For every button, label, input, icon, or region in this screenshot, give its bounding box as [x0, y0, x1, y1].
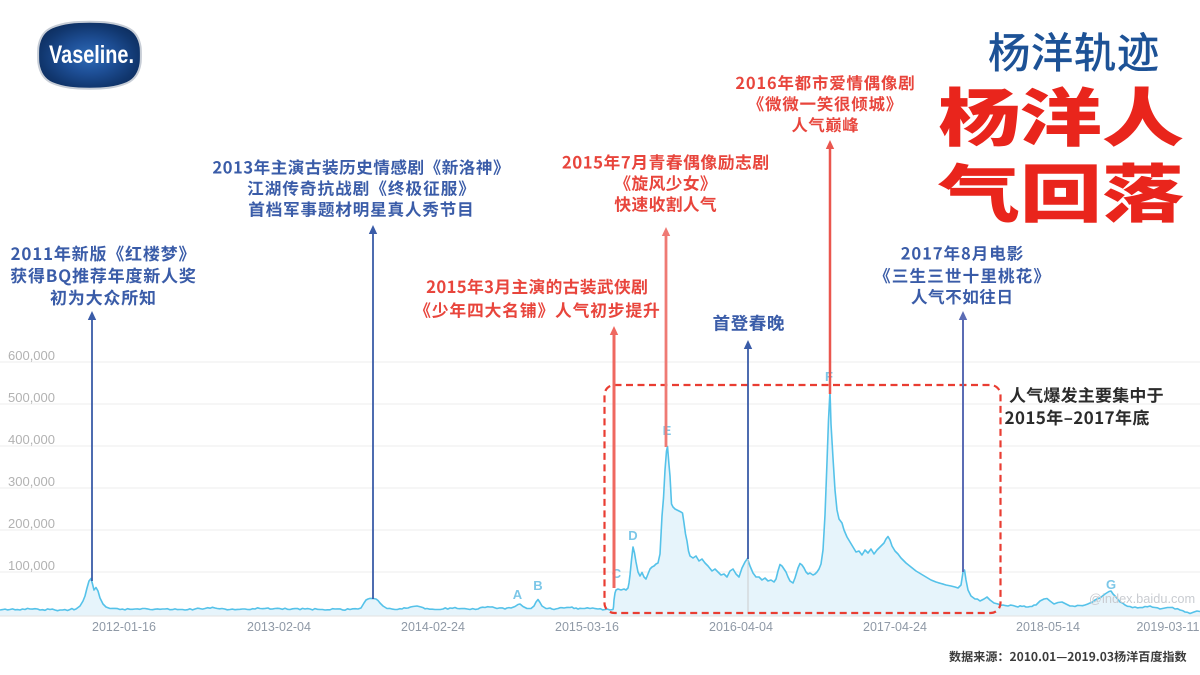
svg-text:2013-02-04: 2013-02-04	[247, 620, 311, 634]
svg-text:D: D	[628, 528, 637, 543]
svg-text:100,000: 100,000	[8, 558, 55, 573]
svg-text:600,000: 600,000	[8, 348, 55, 363]
svg-text:G: G	[1106, 577, 1116, 592]
svg-text:B: B	[533, 578, 542, 593]
svg-text:2016-04-04: 2016-04-04	[709, 620, 773, 634]
svg-text:300,000: 300,000	[8, 474, 55, 489]
svg-text:200,000: 200,000	[8, 516, 55, 531]
svg-text:Vaseline.: Vaseline.	[49, 41, 134, 69]
svg-text:2012-01-16: 2012-01-16	[92, 620, 156, 634]
svg-text:2018-05-14: 2018-05-14	[1016, 620, 1080, 634]
svg-text:2019-03-11: 2019-03-11	[1136, 620, 1199, 634]
svg-text:2015-03-16: 2015-03-16	[555, 620, 619, 634]
svg-text:500,000: 500,000	[8, 390, 55, 405]
svg-text:C: C	[612, 566, 622, 581]
svg-text:2014-02-24: 2014-02-24	[401, 620, 465, 634]
svg-text:2017-04-24: 2017-04-24	[863, 620, 927, 634]
svg-text:400,000: 400,000	[8, 432, 55, 447]
svg-text:A: A	[513, 587, 523, 602]
svg-text:@index.baidu.com: @index.baidu.com	[1089, 591, 1195, 606]
